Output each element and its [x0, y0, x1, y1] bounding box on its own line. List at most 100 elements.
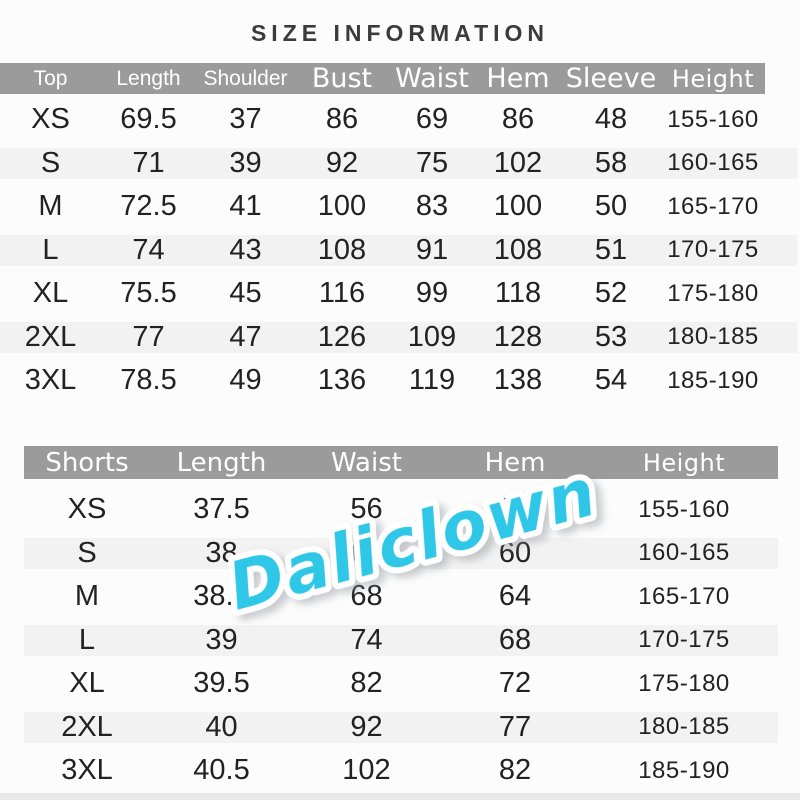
- table-row: XL 39.5 82 72 175-180: [24, 662, 778, 706]
- size-label-cell: 2XL: [24, 320, 77, 353]
- measurement-cell: 100: [317, 190, 367, 223]
- shorts-size-table: Shorts Length Waist Hem Height XS 37.5 56 57 155…: [24, 446, 778, 793]
- bottom-edge-strip: [0, 793, 800, 800]
- measurement-cell: 51: [594, 233, 628, 266]
- size-label-cell: XL: [69, 667, 105, 700]
- measurement-cell: 138: [493, 364, 543, 397]
- measurement-cell: 68: [350, 580, 383, 613]
- measurement-cell: 74: [132, 233, 165, 266]
- measurement-cell: 160-165: [667, 149, 759, 177]
- measurement-cell: 82: [350, 667, 383, 700]
- shorts-table-header-row: Shorts Length Waist Hem Height: [24, 446, 778, 479]
- measurement-cell: 75: [415, 146, 449, 179]
- table-row: 3XL 40.5 102 82 185-190: [24, 749, 778, 793]
- measurement-cell: 99: [415, 277, 449, 310]
- measurement-cell: 39.5: [193, 667, 250, 700]
- measurement-cell: 92: [325, 146, 359, 179]
- table-row: 2XL 77 47 126 109 128 53 180-185: [0, 315, 797, 359]
- measurement-cell: 39: [205, 623, 238, 656]
- measurement-cell: 72: [498, 667, 532, 700]
- measurement-cell: 86: [501, 103, 535, 136]
- measurement-cell: 82: [498, 754, 532, 787]
- measurement-cell: 43: [229, 233, 262, 266]
- measurement-cell: 92: [350, 710, 383, 743]
- measurement-cell: 38.5: [193, 580, 250, 613]
- measurement-cell: 91: [415, 233, 449, 266]
- measurement-cell: 54: [594, 364, 628, 397]
- size-label-cell: L: [78, 623, 96, 656]
- table-row: 2XL 40 92 77 180-185: [24, 705, 778, 749]
- measurement-cell: 185-190: [638, 756, 730, 784]
- measurement-cell: 68: [498, 623, 532, 656]
- measurement-cell: 49: [229, 364, 262, 397]
- measurement-cell: 136: [317, 364, 367, 397]
- measurement-cell: 160-165: [638, 539, 730, 567]
- size-label-cell: 3XL: [61, 754, 113, 787]
- measurement-cell: 69.5: [120, 103, 177, 136]
- size-label-cell: 3XL: [24, 364, 77, 397]
- measurement-cell: 75.5: [120, 277, 177, 310]
- size-label-cell: L: [42, 233, 59, 266]
- measurement-cell: 86: [325, 103, 359, 136]
- measurement-cell: 37.5: [193, 493, 250, 526]
- measurement-cell: 41: [229, 190, 262, 223]
- measurement-cell: 155-160: [638, 495, 730, 523]
- measurement-cell: 62: [350, 536, 383, 569]
- measurement-cell: 180-185: [638, 713, 730, 741]
- table-row: S 38 62 60 160-165: [24, 531, 778, 575]
- measurement-cell: 126: [317, 320, 367, 353]
- size-label-cell: S: [40, 146, 61, 179]
- measurement-cell: 170-175: [638, 626, 730, 654]
- column-header: Hem: [486, 63, 550, 94]
- size-label-cell: M: [38, 190, 63, 223]
- table-row: L 74 43 108 91 108 51 170-175: [0, 228, 797, 272]
- top-table-header-row: Top Length Shoulder Bust Waist Hem Sleeve Heigh…: [0, 63, 765, 94]
- measurement-cell: 175-180: [638, 669, 730, 697]
- measurement-cell: 74: [350, 623, 383, 656]
- measurement-cell: 48: [594, 103, 628, 136]
- column-header: Waist: [395, 63, 469, 94]
- measurement-cell: 170-175: [667, 236, 759, 264]
- column-header: Hem: [484, 447, 546, 478]
- column-header: Length: [116, 67, 181, 90]
- size-label-cell: 2XL: [61, 710, 113, 743]
- shorts-table-body: XS 37.5 56 57 155-160 S 38 62 60 160-165 M 38.5 68 64…: [24, 479, 778, 793]
- measurement-cell: 38: [205, 536, 238, 569]
- table-row: XS 69.5 37 86 69 86 48 155-160: [0, 98, 797, 142]
- measurement-cell: 108: [493, 233, 543, 266]
- measurement-cell: 72.5: [120, 190, 177, 223]
- top-table-body: XS 69.5 37 86 69 86 48 155-160 S 71 39 92 75 102 58 160…: [0, 94, 797, 403]
- brand-watermark: Daliclown: [215, 447, 612, 631]
- measurement-cell: 58: [594, 146, 628, 179]
- measurement-cell: 185-190: [667, 366, 759, 394]
- measurement-cell: 180-185: [667, 323, 759, 351]
- measurement-cell: 78.5: [120, 364, 177, 397]
- table-row: XL 75.5 45 116 99 118 52 175-180: [0, 272, 797, 316]
- column-header: Top: [33, 67, 68, 90]
- measurement-cell: 71: [132, 146, 165, 179]
- column-header: Sleeve: [565, 63, 657, 94]
- measurement-cell: 100: [493, 190, 543, 223]
- measurement-cell: 64: [498, 580, 532, 613]
- table-row: L 39 74 68 170-175: [24, 618, 778, 662]
- measurement-cell: 116: [318, 277, 366, 310]
- column-header: Height: [642, 448, 726, 477]
- measurement-cell: 47: [229, 320, 262, 353]
- measurement-cell: 118: [494, 277, 542, 310]
- top-size-table: Top Length Shoulder Bust Waist Hem Sleeve Heigh…: [0, 63, 797, 403]
- size-label-cell: S: [77, 536, 97, 569]
- measurement-cell: 60: [498, 536, 532, 569]
- measurement-cell: 102: [342, 754, 391, 787]
- measurement-cell: 52: [594, 277, 628, 310]
- measurement-cell: 40: [205, 710, 238, 743]
- table-row: M 38.5 68 64 165-170: [24, 575, 778, 619]
- measurement-cell: 119: [408, 364, 456, 397]
- measurement-cell: 83: [415, 190, 449, 223]
- measurement-cell: 128: [493, 320, 543, 353]
- measurement-cell: 77: [132, 320, 165, 353]
- column-header: Shoulder: [203, 67, 288, 90]
- measurement-cell: 77: [498, 710, 532, 743]
- measurement-cell: 45: [229, 277, 262, 310]
- page-title: SIZE INFORMATION: [250, 20, 550, 46]
